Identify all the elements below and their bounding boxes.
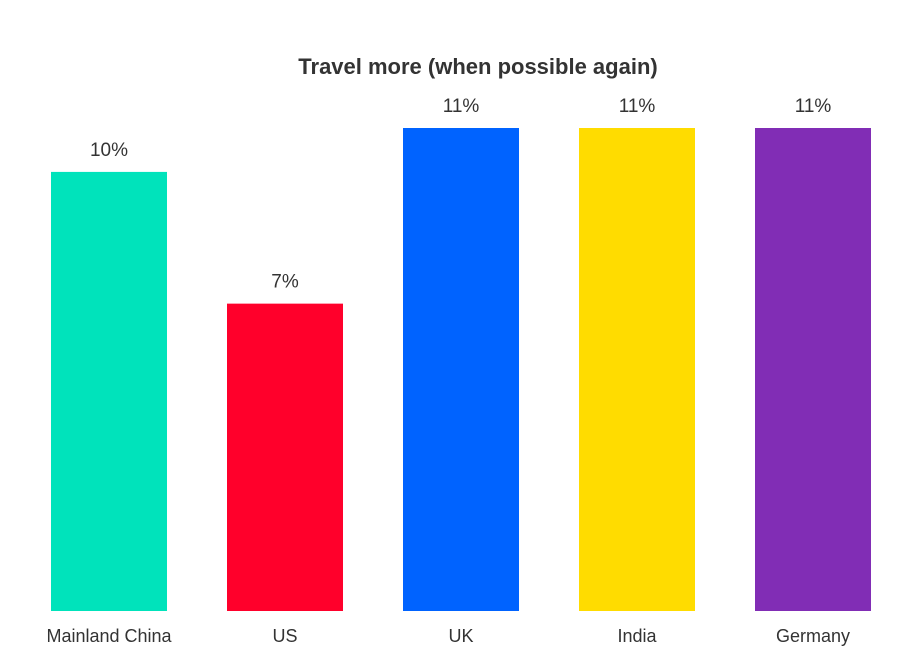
value-label: 11% — [795, 96, 832, 117]
x-tick-label: US — [272, 626, 297, 646]
bar — [755, 128, 871, 611]
bar — [51, 171, 167, 611]
value-label: 11% — [443, 96, 480, 117]
value-label: 7% — [271, 272, 299, 293]
bar — [579, 128, 695, 611]
x-tick-label: Germany — [776, 626, 850, 646]
bar — [227, 303, 343, 611]
bar — [403, 128, 519, 611]
chart-title: Travel more (when possible again) — [298, 54, 657, 79]
value-label: 10% — [90, 140, 128, 161]
x-tick-label: Mainland China — [46, 626, 172, 646]
x-tick-label: UK — [448, 626, 473, 646]
value-label: 11% — [619, 96, 656, 117]
x-tick-label: India — [617, 626, 657, 646]
